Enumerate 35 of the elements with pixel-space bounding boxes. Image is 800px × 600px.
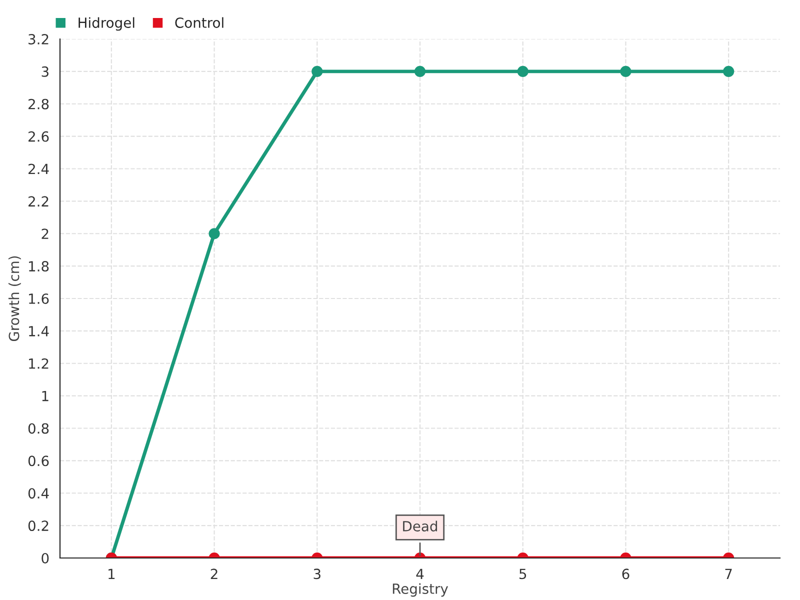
y-tick-label: 2.4 xyxy=(28,164,49,174)
y-tick-label: 1.4 xyxy=(29,326,49,336)
point xyxy=(312,66,323,77)
x-tick-label: 5 xyxy=(520,568,526,580)
y-tick-label: 2.8 xyxy=(28,98,49,110)
point xyxy=(620,66,632,77)
y-tick-label: 0.8 xyxy=(28,423,49,434)
x-tick-label: 7 xyxy=(725,568,732,579)
x-tick-label: 4 xyxy=(416,568,424,579)
x-axis-title: Registry xyxy=(392,583,448,597)
x-tick-label: 1 xyxy=(108,568,115,579)
legend-label: Hidrogel xyxy=(78,17,134,31)
point xyxy=(208,228,220,240)
annotation: Dead xyxy=(403,520,438,532)
y-tick-label: 1.6 xyxy=(29,293,49,304)
y-tick-label: 1.8 xyxy=(29,261,49,272)
y-tick-label: 0.2 xyxy=(28,520,48,532)
y-tick-label: 2.6 xyxy=(28,131,49,142)
y-tick-label: 1.2 xyxy=(29,358,48,369)
point xyxy=(723,66,734,77)
y-tick-label: 2.2 xyxy=(28,196,48,206)
y-tick-label: 0.6 xyxy=(28,456,49,466)
x-tick-label: 2 xyxy=(210,568,218,579)
y-tick-label: 3.2 xyxy=(28,34,48,44)
y-axis-title: Growth (cm) xyxy=(8,256,21,342)
point xyxy=(414,66,426,77)
y-tick-label: 0 xyxy=(42,552,49,564)
y-tick-label: 3 xyxy=(42,66,48,77)
legend-label: Control xyxy=(175,17,224,28)
point xyxy=(517,66,528,77)
x-tick-label: 3 xyxy=(314,568,320,580)
x-tick-label: 6 xyxy=(622,568,630,580)
y-tick-label: 2 xyxy=(42,228,48,239)
y-tick-label: 1 xyxy=(42,390,48,402)
y-tick-label: 0.4 xyxy=(28,488,49,499)
